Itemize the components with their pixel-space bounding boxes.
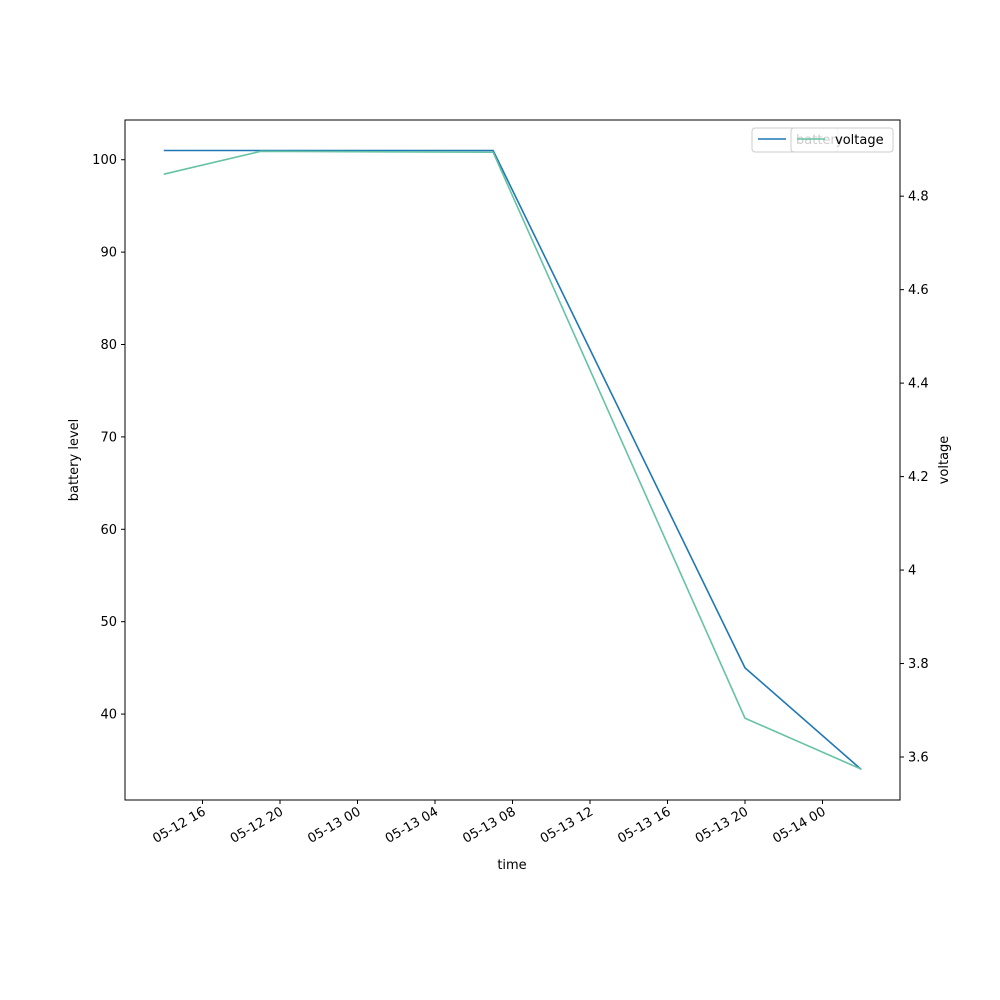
y2-tick-label: 3.8 (908, 657, 929, 672)
legend-box (790, 127, 894, 153)
y-tick-label: 70 (100, 430, 117, 445)
y2-axis-label: voltage (937, 436, 952, 485)
series-line (163, 150, 862, 770)
y-tick-label: 80 (100, 338, 117, 353)
plot-frame (124, 119, 901, 801)
x-tick-label: 05-14 00 (770, 804, 828, 846)
x-tick-label: 05-12 16 (150, 804, 208, 846)
x-tick-label: 05-13 04 (383, 804, 441, 846)
y-tick-label: 50 (100, 615, 117, 630)
legend-label: voltage (835, 133, 884, 148)
x-tick-label: 05-13 16 (615, 804, 673, 846)
series-line (163, 149, 862, 771)
y2-tick-label: 4.2 (908, 470, 929, 485)
y-tick-label: 60 (100, 523, 117, 538)
y-axis-label: battery level (67, 419, 82, 502)
y2-tick-label: 3.6 (908, 751, 929, 766)
y2-tick-label: 4.4 (908, 377, 929, 392)
y-tick-label: 40 (100, 708, 117, 723)
y-tick-label: 90 (100, 246, 117, 261)
y2-tick-label: 4 (908, 564, 916, 579)
y2-tick-label: 4.6 (908, 283, 929, 298)
y2-tick-label: 4.8 (908, 190, 929, 205)
x-axis-label: time (497, 858, 526, 873)
x-tick-label: 05-13 20 (693, 804, 751, 846)
x-tick-label: 05-13 08 (460, 804, 518, 846)
x-tick-label: 05-13 00 (305, 804, 363, 846)
x-tick-label: 05-13 12 (538, 804, 596, 846)
x-tick-label: 05-12 20 (228, 804, 286, 846)
y-tick-label: 100 (92, 153, 117, 168)
